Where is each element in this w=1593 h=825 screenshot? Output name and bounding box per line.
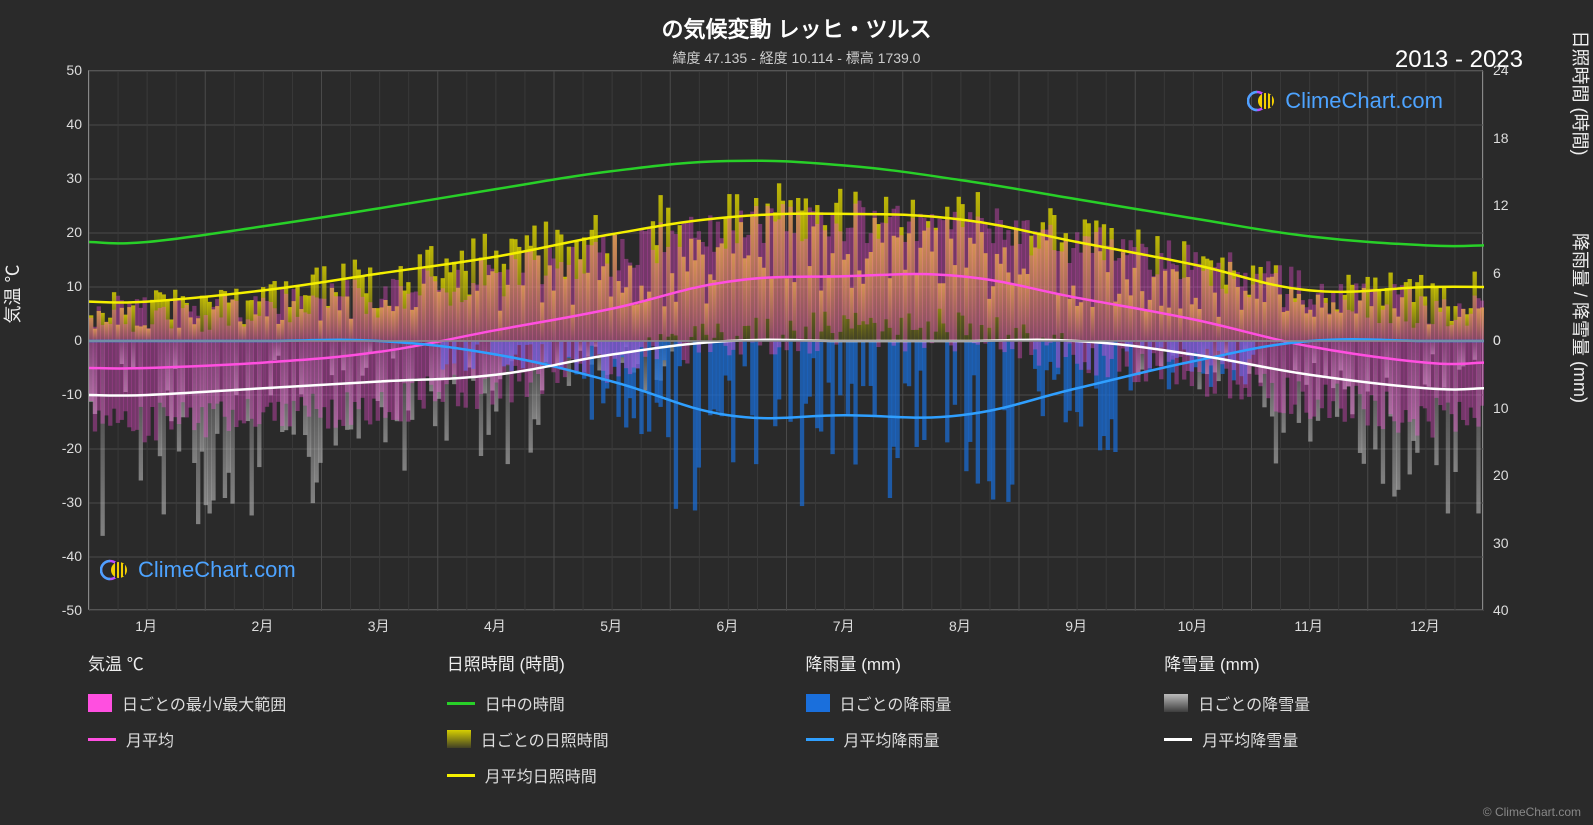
legend-swatch (806, 694, 830, 712)
legend-line-icon (447, 702, 475, 705)
x-tick-month: 2月 (251, 616, 273, 636)
legend-label: 日ごとの日照時間 (481, 727, 609, 751)
y-tick-left: -50 (62, 603, 82, 617)
watermark-top: ClimeChart.com (1247, 86, 1443, 116)
legend-label: 日ごとの降雪量 (1198, 691, 1310, 715)
x-tick-month: 6月 (716, 616, 738, 636)
y-tick-left: 10 (66, 279, 82, 293)
legend-label: 月平均 (126, 727, 174, 751)
legend-group: 気温 ℃ 日ごとの最小/最大範囲月平均 (88, 650, 407, 787)
legend-label: 日中の時間 (485, 691, 565, 715)
y-tick-left: 0 (74, 333, 82, 347)
y-tick-left: 40 (66, 117, 82, 131)
legend-title: 日照時間 (時間) (447, 650, 766, 675)
legend-item: 月平均日照時間 (447, 763, 766, 787)
y-tick-right-bottom: 40 (1493, 603, 1509, 617)
x-tick-month: 8月 (949, 616, 971, 636)
y-tick-left: -20 (62, 441, 82, 455)
legend-label: 日ごとの最小/最大範囲 (122, 691, 286, 715)
legend-label: 日ごとの降雨量 (840, 691, 952, 715)
logo-icon (100, 555, 130, 585)
legend-label: 月平均降雪量 (1202, 727, 1298, 751)
chart-title: の気候変動 レッヒ・ツルス (0, 0, 1593, 44)
x-tick-month: 10月 (1178, 616, 1208, 636)
legend-swatch (1164, 694, 1188, 712)
x-tick-month: 11月 (1294, 616, 1323, 636)
watermark-bottom: ClimeChart.com (100, 555, 296, 585)
y-axis-left: 50403020100-10-20-30-40-50 (52, 70, 86, 610)
legend-item: 月平均降雪量 (1164, 727, 1483, 751)
y-axis-left-label: 気温 ℃ (0, 264, 25, 323)
y-tick-left: -30 (62, 495, 82, 509)
y-tick-right-top: 12 (1493, 198, 1509, 212)
watermark-text: ClimeChart.com (138, 557, 296, 583)
y-tick-left: -10 (62, 387, 82, 401)
legend-group: 降雪量 (mm) 日ごとの降雪量月平均降雪量 (1164, 650, 1483, 787)
y-tick-left: 50 (66, 63, 82, 77)
logo-icon (1247, 86, 1277, 116)
y-tick-right-top: 24 (1493, 63, 1509, 77)
legend-swatch (447, 730, 471, 748)
legend-line-icon (1164, 738, 1192, 741)
legend-line-icon (447, 774, 475, 777)
legend-item: 日ごとの日照時間 (447, 727, 766, 751)
y-tick-right-bottom: 10 (1493, 401, 1509, 415)
legend-group: 降雨量 (mm) 日ごとの降雨量月平均降雨量 (806, 650, 1125, 787)
legend-title: 気温 ℃ (88, 650, 407, 675)
legend-item: 月平均 (88, 727, 407, 751)
y-tick-right-top: 6 (1493, 266, 1501, 280)
legend-label: 月平均降雨量 (844, 727, 940, 751)
legend-label: 月平均日照時間 (485, 763, 597, 787)
legend-line-icon (88, 738, 116, 741)
x-tick-month: 7月 (833, 616, 855, 636)
x-tick-month: 4月 (484, 616, 506, 636)
legend: 気温 ℃ 日ごとの最小/最大範囲月平均 日照時間 (時間) 日中の時間日ごとの日照時間… (88, 650, 1483, 787)
x-tick-month: 9月 (1065, 616, 1087, 636)
legend-line-icon (806, 738, 834, 741)
legend-group: 日照時間 (時間) 日中の時間日ごとの日照時間月平均日照時間 (447, 650, 766, 787)
climate-chart: の気候変動 レッヒ・ツルス 緯度 47.135 - 経度 10.114 - 標高… (0, 0, 1593, 825)
x-tick-month: 12月 (1410, 616, 1440, 636)
x-tick-month: 1月 (135, 616, 157, 636)
chart-subtitle: 緯度 47.135 - 経度 10.114 - 標高 1739.0 (0, 44, 1593, 68)
y-axis-right-top: 24181260 (1489, 70, 1529, 340)
y-tick-right-bottom: 30 (1493, 536, 1509, 550)
legend-item: 日ごとの降雨量 (806, 691, 1125, 715)
legend-title: 降雪量 (mm) (1164, 650, 1483, 675)
legend-item: 日中の時間 (447, 691, 766, 715)
y-axis-right-bottom: 010203040 (1489, 340, 1529, 610)
legend-title: 降雨量 (mm) (806, 650, 1125, 675)
plot-svg (89, 71, 1484, 611)
y-tick-right-bottom: 20 (1493, 468, 1509, 482)
legend-item: 日ごとの降雪量 (1164, 691, 1483, 715)
y-tick-left: 20 (66, 225, 82, 239)
y-tick-left: -40 (62, 549, 82, 563)
legend-swatch (88, 694, 112, 712)
watermark-text: ClimeChart.com (1285, 88, 1443, 114)
y-tick-left: 30 (66, 171, 82, 185)
x-tick-month: 3月 (368, 616, 390, 636)
x-tick-month: 5月 (600, 616, 622, 636)
footer-watermark: © ClimeChart.com (1483, 805, 1581, 819)
legend-item: 月平均降雨量 (806, 727, 1125, 751)
plot-area (88, 70, 1483, 610)
x-axis: 1月 2月 3月 4月 5月 6月 7月 8月 9月 10月 11月 12月 (88, 612, 1483, 636)
y-tick-right-top: 18 (1493, 131, 1509, 145)
legend-item: 日ごとの最小/最大範囲 (88, 691, 407, 715)
y-tick-right-bottom: 0 (1493, 333, 1501, 347)
y-axis-right-top-label: 日照時間 (時間) (1568, 31, 1593, 156)
y-axis-right-bottom-label: 降雨量 / 降雪量 (mm) (1568, 233, 1593, 403)
